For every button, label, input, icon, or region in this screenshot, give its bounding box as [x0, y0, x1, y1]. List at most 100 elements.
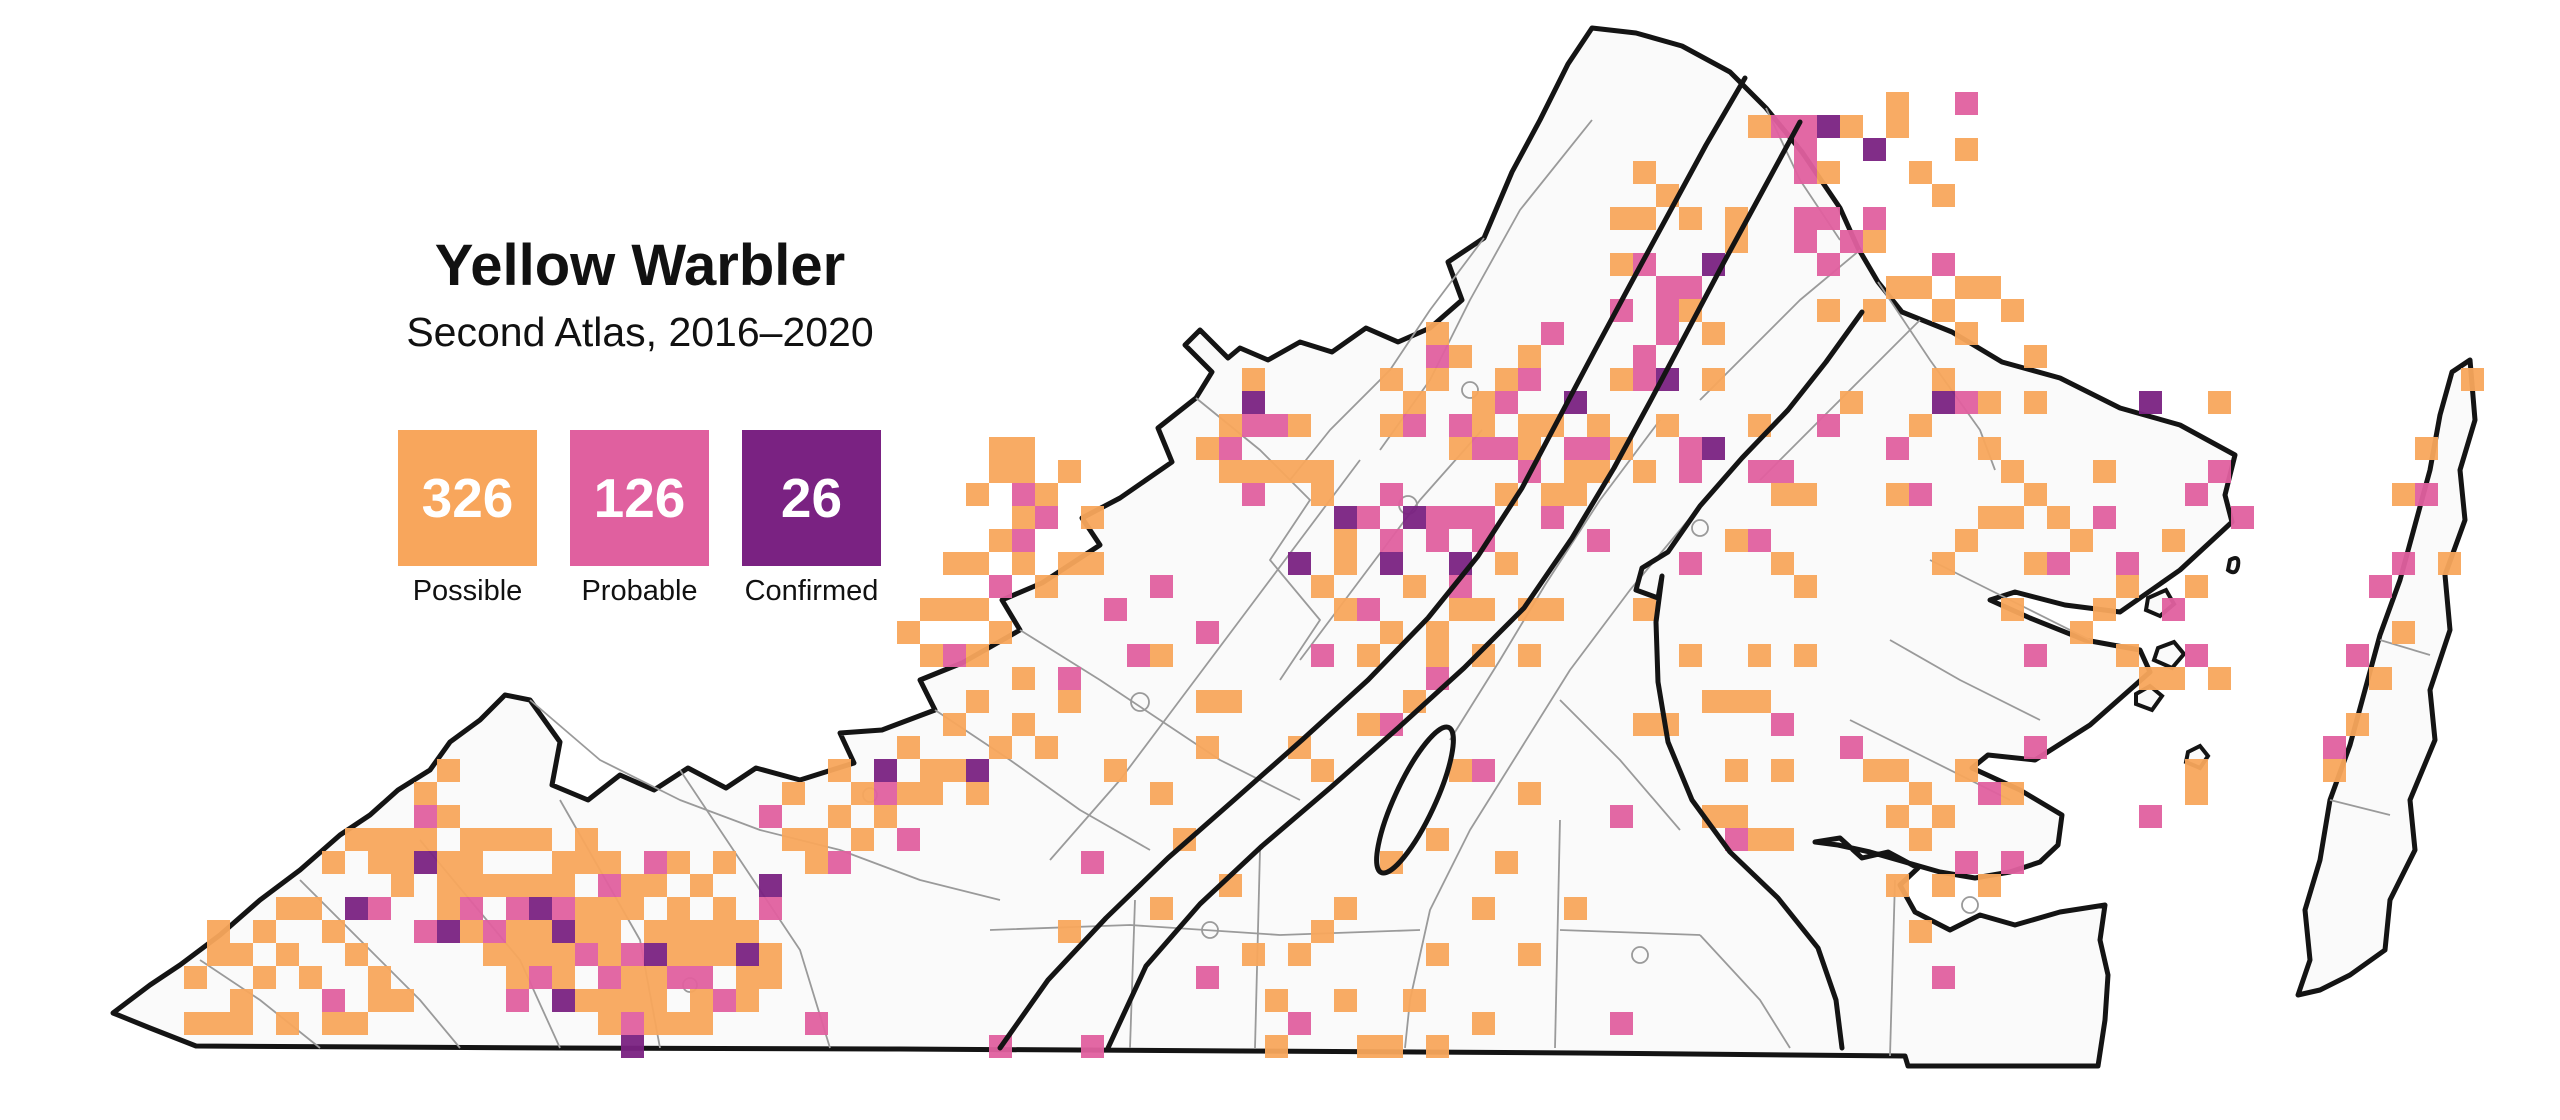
block-probable	[1656, 322, 1679, 345]
block-possible	[667, 943, 690, 966]
block-possible	[2070, 529, 2093, 552]
block-possible	[253, 920, 276, 943]
block-possible	[644, 1012, 667, 1035]
block-possible	[943, 713, 966, 736]
block-confirmed	[966, 759, 989, 782]
block-possible	[207, 920, 230, 943]
block-possible	[598, 989, 621, 1012]
block-probable	[1863, 207, 1886, 230]
block-possible	[1265, 460, 1288, 483]
block-possible	[322, 920, 345, 943]
block-possible	[1426, 1035, 1449, 1058]
block-possible	[1196, 437, 1219, 460]
block-possible	[828, 759, 851, 782]
block-possible	[782, 828, 805, 851]
block-probable	[1311, 644, 1334, 667]
blue-ridge-west-line	[997, 75, 1748, 1051]
block-possible	[2392, 621, 2415, 644]
block-possible	[1035, 736, 1058, 759]
block-probable	[2208, 460, 2231, 483]
block-possible	[1058, 690, 1081, 713]
block-possible	[989, 621, 1012, 644]
block-probable	[1794, 230, 1817, 253]
block-probable	[506, 897, 529, 920]
block-possible	[1564, 483, 1587, 506]
block-possible	[1633, 713, 1656, 736]
block-probable	[1656, 276, 1679, 299]
block-possible	[1817, 299, 1840, 322]
block-possible	[759, 943, 782, 966]
block-probable	[2231, 506, 2254, 529]
block-possible	[2001, 506, 2024, 529]
block-possible	[1403, 391, 1426, 414]
block-possible	[345, 943, 368, 966]
block-possible	[437, 874, 460, 897]
block-probable	[2392, 552, 2415, 575]
block-probable	[2162, 598, 2185, 621]
block-probable	[1955, 851, 1978, 874]
block-possible	[2438, 552, 2461, 575]
block-probable	[1495, 391, 1518, 414]
probable-count: 126	[593, 467, 686, 529]
block-possible	[989, 529, 1012, 552]
block-possible	[1541, 483, 1564, 506]
block-probable	[1840, 736, 1863, 759]
block-possible	[1518, 943, 1541, 966]
block-possible	[1196, 736, 1219, 759]
block-possible	[598, 1012, 621, 1035]
block-possible	[529, 943, 552, 966]
block-probable	[989, 575, 1012, 598]
block-confirmed	[1656, 368, 1679, 391]
block-possible	[506, 874, 529, 897]
map-header: Yellow Warbler Second Atlas, 2016–2020	[350, 235, 930, 356]
block-possible	[736, 966, 759, 989]
block-possible	[1311, 759, 1334, 782]
block-possible	[851, 782, 874, 805]
block-probable	[1127, 644, 1150, 667]
block-possible	[1794, 644, 1817, 667]
block-possible	[1380, 1035, 1403, 1058]
block-possible	[1633, 207, 1656, 230]
block-possible	[1357, 713, 1380, 736]
block-possible	[299, 966, 322, 989]
block-possible	[1334, 897, 1357, 920]
block-possible	[1955, 138, 1978, 161]
block-possible	[2093, 460, 2116, 483]
block-possible	[1794, 575, 1817, 598]
block-possible	[897, 782, 920, 805]
possible-count: 326	[421, 467, 514, 529]
block-probable	[2185, 483, 2208, 506]
block-possible	[1702, 368, 1725, 391]
block-probable	[1955, 391, 1978, 414]
block-possible	[437, 851, 460, 874]
block-possible	[644, 989, 667, 1012]
block-possible	[1242, 368, 1265, 391]
block-possible	[690, 989, 713, 1012]
block-probable	[2047, 552, 2070, 575]
block-probable	[897, 828, 920, 851]
block-possible	[1334, 989, 1357, 1012]
block-confirmed	[1932, 391, 1955, 414]
block-possible	[1955, 529, 1978, 552]
block-probable	[1219, 437, 1242, 460]
block-probable	[1909, 483, 1932, 506]
block-probable	[1012, 529, 1035, 552]
block-possible	[851, 828, 874, 851]
block-probable	[805, 1012, 828, 1035]
confirmed-label: Confirmed	[744, 575, 879, 607]
block-possible	[621, 989, 644, 1012]
block-confirmed	[1242, 391, 1265, 414]
block-possible	[1886, 483, 1909, 506]
block-probable	[1748, 460, 1771, 483]
block-probable	[1932, 253, 1955, 276]
block-possible	[1886, 805, 1909, 828]
block-possible	[943, 552, 966, 575]
block-possible	[713, 943, 736, 966]
legend-item-probable: 126 Probable	[570, 430, 709, 608]
block-probable	[1472, 759, 1495, 782]
block-probable	[1633, 368, 1656, 391]
block-possible	[920, 644, 943, 667]
block-confirmed	[552, 989, 575, 1012]
block-possible	[805, 851, 828, 874]
block-possible	[989, 437, 1012, 460]
